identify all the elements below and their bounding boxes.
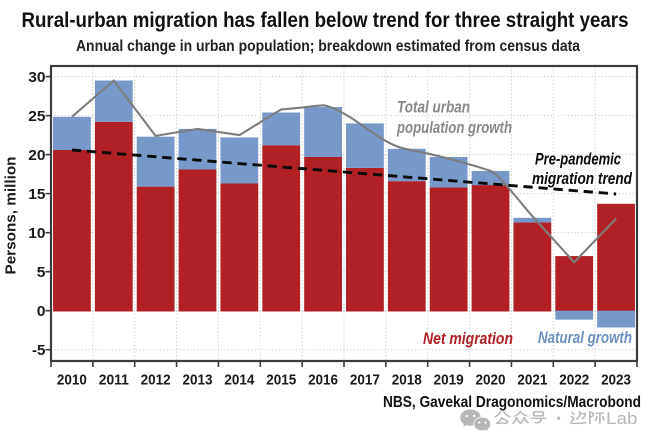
svg-text:2012: 2012 xyxy=(141,372,171,389)
svg-text:Net migration: Net migration xyxy=(423,330,513,348)
svg-text:Rural-urban migration has fall: Rural-urban migration has fallen below t… xyxy=(22,8,629,32)
svg-text:2015: 2015 xyxy=(266,372,296,389)
svg-text:10: 10 xyxy=(28,225,45,242)
svg-text:2017: 2017 xyxy=(350,372,380,389)
svg-text:2010: 2010 xyxy=(57,372,87,389)
svg-text:25: 25 xyxy=(28,108,46,125)
svg-text:2014: 2014 xyxy=(224,372,254,389)
svg-text:Natural growth: Natural growth xyxy=(538,329,632,347)
svg-text:2013: 2013 xyxy=(183,372,213,389)
svg-text:Total urban: Total urban xyxy=(397,99,470,117)
svg-text:NBS, Gavekal Dragonomics/Macro: NBS, Gavekal Dragonomics/Macrobond xyxy=(383,394,641,411)
svg-text:2021: 2021 xyxy=(517,372,547,389)
svg-text:5: 5 xyxy=(37,264,46,281)
svg-text:Annual change in urban populat: Annual change in urban population; break… xyxy=(76,38,580,55)
svg-text:Persons, million: Persons, million xyxy=(3,157,20,275)
svg-text:Lab: Lab xyxy=(606,409,638,428)
svg-text:population growth: population growth xyxy=(396,119,512,137)
svg-text:Pre-pandemic: Pre-pandemic xyxy=(535,151,621,169)
svg-text:2020: 2020 xyxy=(476,372,506,389)
svg-text:2023: 2023 xyxy=(601,372,631,389)
svg-text:-5: -5 xyxy=(32,342,46,359)
svg-text:0: 0 xyxy=(37,303,46,320)
svg-text:2011: 2011 xyxy=(99,372,129,389)
svg-text:15: 15 xyxy=(28,186,46,203)
svg-text:2019: 2019 xyxy=(434,372,464,389)
svg-text:2018: 2018 xyxy=(392,372,422,389)
svg-text:2016: 2016 xyxy=(308,372,338,389)
svg-text:2022: 2022 xyxy=(559,372,589,389)
svg-text:migration trend: migration trend xyxy=(532,170,633,188)
svg-text:20: 20 xyxy=(28,147,45,164)
svg-text:30: 30 xyxy=(28,69,45,86)
